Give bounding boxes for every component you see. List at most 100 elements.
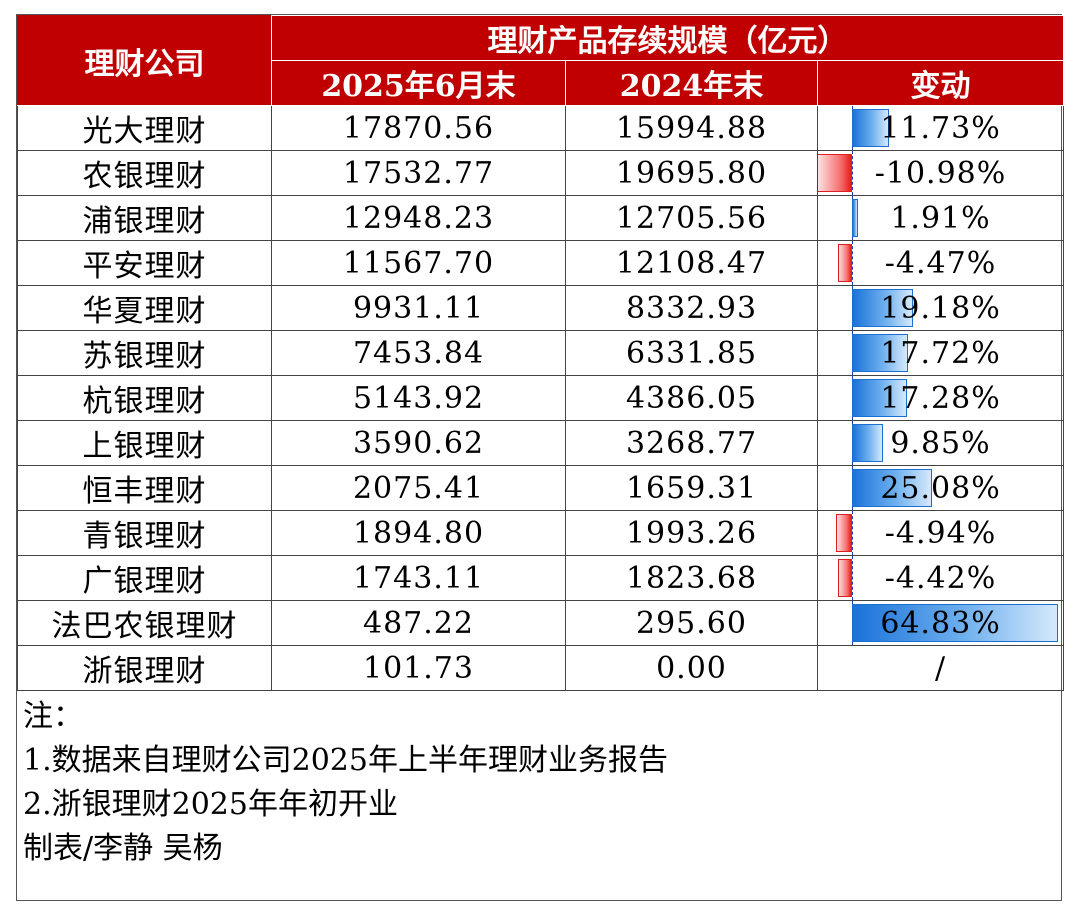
positive-change-bar bbox=[852, 469, 932, 507]
change-cell: 17.28% bbox=[816, 375, 1065, 421]
change-value-label: 17.72% bbox=[880, 335, 1001, 371]
positive-change-bar bbox=[852, 289, 913, 327]
jun2025-value-cell: 2075.41 bbox=[271, 465, 566, 511]
table-credit: 制表/李静 吴杨 bbox=[23, 831, 223, 866]
company-cell: 浙银理财 bbox=[17, 645, 272, 691]
positive-change-bar bbox=[852, 109, 890, 147]
company-cell: 农银理财 bbox=[17, 150, 272, 196]
notes-title: 注： bbox=[23, 699, 83, 734]
change-value-label: / bbox=[934, 650, 947, 686]
negative-change-bar bbox=[818, 154, 852, 192]
table-body: 光大理财 17870.56 15994.88 11.73% 农银理财 17532.77 19… bbox=[17, 105, 1065, 691]
change-value-label: -10.98% bbox=[874, 155, 1007, 191]
change-cell: -10.98% bbox=[816, 150, 1065, 196]
end2024-value-cell: 12108.47 bbox=[565, 240, 818, 286]
change-value-label: 64.83% bbox=[880, 605, 1001, 641]
negative-change-bar bbox=[837, 559, 852, 597]
table-row: 法巴农银理财 487.22 295.60 64.83% bbox=[17, 600, 1065, 646]
end2024-value-cell: 295.60 bbox=[565, 600, 818, 646]
table-row: 广银理财 1743.11 1823.68 -4.42% bbox=[17, 555, 1065, 601]
negative-change-bar bbox=[836, 514, 852, 552]
change-value-label: -4.42% bbox=[884, 560, 997, 596]
end2024-value-cell: 12705.56 bbox=[565, 195, 818, 241]
table-row: 苏银理财 7453.84 6331.85 17.72% bbox=[17, 330, 1065, 376]
company-cell: 广银理财 bbox=[17, 555, 272, 601]
note-zheyin-open: 2.浙银理财2025年年初开业 bbox=[23, 787, 398, 822]
jun2025-value-cell: 1894.80 bbox=[271, 510, 566, 556]
positive-change-bar bbox=[852, 424, 884, 462]
company-cell: 恒丰理财 bbox=[17, 465, 272, 511]
end2024-value-cell: 8332.93 bbox=[565, 285, 818, 331]
change-value-label: 9.85% bbox=[890, 425, 991, 461]
change-value-label: 19.18% bbox=[880, 290, 1001, 326]
change-value-label: 17.28% bbox=[880, 380, 1001, 416]
change-value-label: -4.94% bbox=[884, 515, 997, 551]
end2024-value-cell: 1823.68 bbox=[565, 555, 818, 601]
company-cell: 光大理财 bbox=[17, 105, 272, 151]
change-cell: 19.18% bbox=[816, 285, 1065, 331]
change-cell: 25.08% bbox=[816, 465, 1065, 511]
table-row: 华夏理财 9931.11 8332.93 19.18% bbox=[17, 285, 1065, 331]
company-cell: 杭银理财 bbox=[17, 375, 272, 421]
zero-axis-line bbox=[852, 241, 853, 285]
change-column-header: 变动 bbox=[816, 60, 1065, 106]
table-row: 光大理财 17870.56 15994.88 11.73% bbox=[17, 105, 1065, 151]
end2024-column-header: 2024年末 bbox=[565, 60, 818, 106]
zero-axis-line bbox=[852, 511, 853, 555]
table-row: 上银理财 3590.62 3268.77 9.85% bbox=[17, 420, 1065, 466]
positive-change-bar bbox=[852, 604, 1059, 642]
negative-change-bar bbox=[837, 244, 852, 282]
change-value-label: -4.47% bbox=[884, 245, 997, 281]
jun2025-value-cell: 12948.23 bbox=[271, 195, 566, 241]
change-cell: 1.91% bbox=[816, 195, 1065, 241]
end2024-value-cell: 3268.77 bbox=[565, 420, 818, 466]
jun2025-column-header: 2025年6月末 bbox=[271, 60, 566, 106]
positive-change-bar bbox=[852, 334, 909, 372]
note-source: 1.数据来自理财公司2025年上半年理财业务报告 bbox=[23, 743, 668, 778]
company-cell: 华夏理财 bbox=[17, 285, 272, 331]
table-row: 平安理财 11567.70 12108.47 -4.47% bbox=[17, 240, 1065, 286]
table-row: 浦银理财 12948.23 12705.56 1.91% bbox=[17, 195, 1065, 241]
notes-section: 注： 1.数据来自理财公司2025年上半年理财业务报告 2.浙银理财2025年年… bbox=[17, 695, 1061, 871]
jun2025-value-cell: 1743.11 bbox=[271, 555, 566, 601]
company-cell: 上银理财 bbox=[17, 420, 272, 466]
table-row: 浙银理财 101.73 0.00 / bbox=[17, 645, 1065, 691]
change-cell: 17.72% bbox=[816, 330, 1065, 376]
end2024-value-cell: 1659.31 bbox=[565, 465, 818, 511]
jun2025-value-cell: 7453.84 bbox=[271, 330, 566, 376]
change-cell: / bbox=[816, 645, 1065, 691]
jun2025-value-cell: 101.73 bbox=[271, 645, 566, 691]
positive-change-bar bbox=[852, 379, 907, 417]
data-table-panel: 理财公司 理财产品存续规模（亿元） 2025年6月末 2024年末 变动 光大理… bbox=[16, 14, 1065, 901]
company-cell: 苏银理财 bbox=[17, 330, 272, 376]
end2024-value-cell: 19695.80 bbox=[565, 150, 818, 196]
jun2025-value-cell: 11567.70 bbox=[271, 240, 566, 286]
table-row: 恒丰理财 2075.41 1659.31 25.08% bbox=[17, 465, 1065, 511]
company-cell: 平安理财 bbox=[17, 240, 272, 286]
change-cell: 11.73% bbox=[816, 105, 1065, 151]
company-cell: 浦银理财 bbox=[17, 195, 272, 241]
zero-axis-line bbox=[852, 151, 853, 195]
jun2025-value-cell: 17532.77 bbox=[271, 150, 566, 196]
company-cell: 法巴农银理财 bbox=[17, 600, 272, 646]
jun2025-value-cell: 5143.92 bbox=[271, 375, 566, 421]
change-cell: 64.83% bbox=[816, 600, 1065, 646]
zero-axis-line bbox=[852, 556, 853, 600]
jun2025-value-cell: 3590.62 bbox=[271, 420, 566, 466]
end2024-value-cell: 0.00 bbox=[565, 645, 818, 691]
change-value-label: 11.73% bbox=[880, 110, 1001, 146]
scale-group-header: 理财产品存续规模（亿元） bbox=[270, 15, 1065, 61]
end2024-value-cell: 15994.88 bbox=[565, 105, 818, 151]
change-cell: -4.42% bbox=[816, 555, 1065, 601]
change-cell: -4.47% bbox=[816, 240, 1065, 286]
end2024-value-cell: 6331.85 bbox=[565, 330, 818, 376]
jun2025-value-cell: 17870.56 bbox=[271, 105, 566, 151]
jun2025-value-cell: 9931.11 bbox=[271, 285, 566, 331]
end2024-value-cell: 1993.26 bbox=[565, 510, 818, 556]
change-cell: 9.85% bbox=[816, 420, 1065, 466]
change-value-label: 1.91% bbox=[890, 200, 991, 236]
table-row: 杭银理财 5143.92 4386.05 17.28% bbox=[17, 375, 1065, 421]
wealth-product-table: 理财公司 理财产品存续规模（亿元） 2025年6月末 2024年末 变动 光大理… bbox=[17, 15, 1065, 691]
table-row: 农银理财 17532.77 19695.80 -10.98% bbox=[17, 150, 1065, 196]
table-row: 青银理财 1894.80 1993.26 -4.94% bbox=[17, 510, 1065, 556]
